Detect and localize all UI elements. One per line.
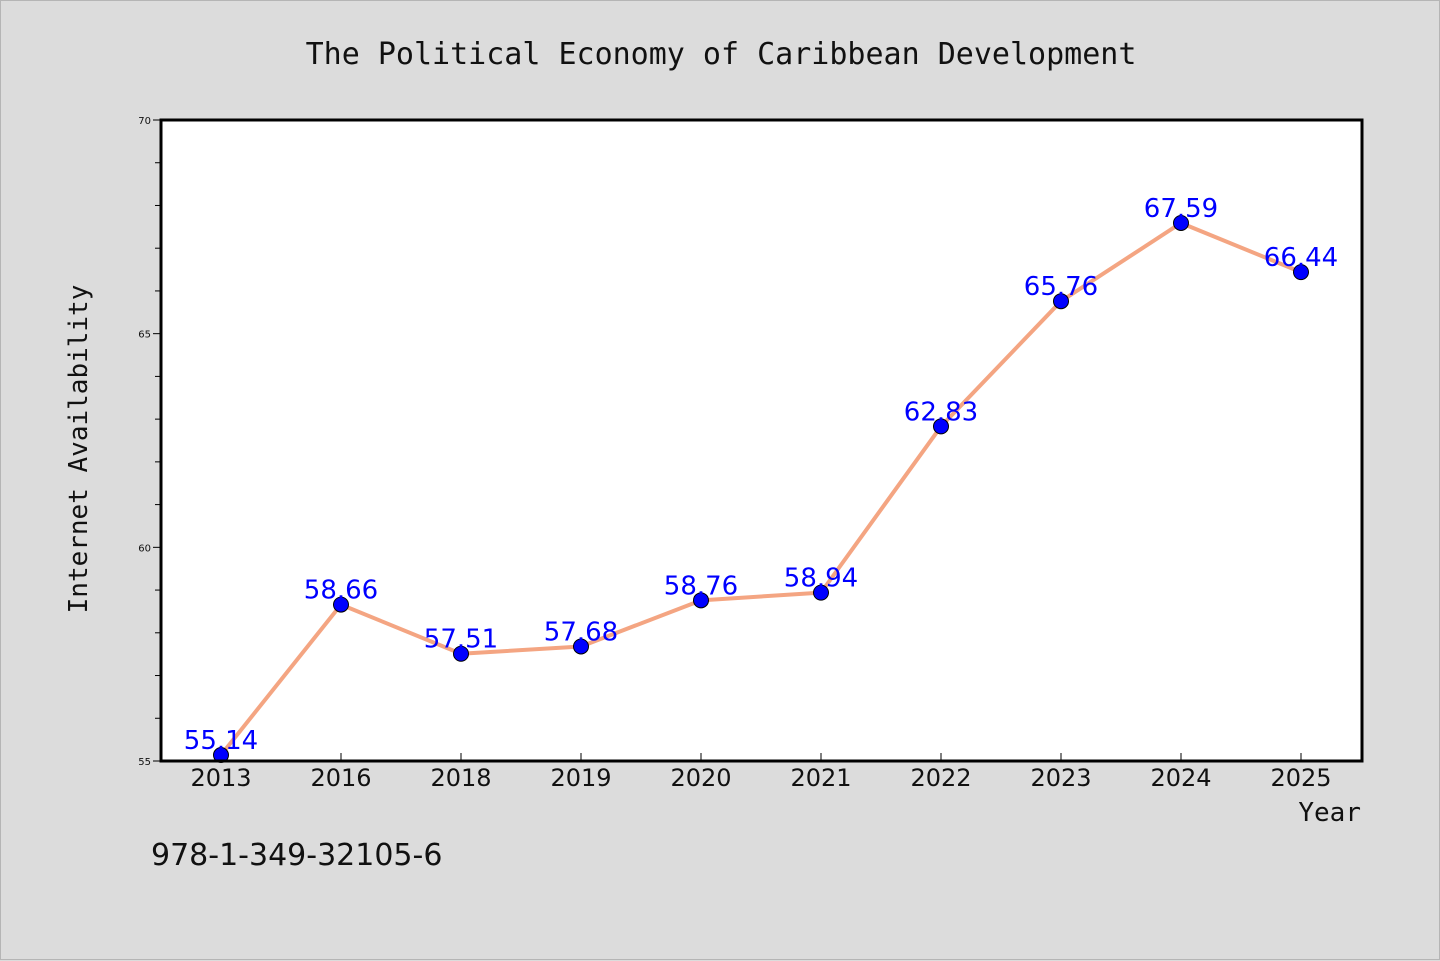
x-tick-label: 2013 bbox=[190, 764, 251, 792]
data-point bbox=[333, 596, 349, 613]
data-label: 58.94 bbox=[784, 564, 858, 594]
x-tick-label: 2020 bbox=[670, 764, 731, 792]
plot-frame bbox=[159, 118, 1364, 763]
data-label: 58.66 bbox=[304, 576, 378, 606]
data-point bbox=[693, 592, 709, 609]
y-axis: 55 60 65 70 bbox=[138, 116, 161, 768]
x-tick-label: 2025 bbox=[1270, 764, 1331, 792]
plot-area bbox=[161, 120, 1362, 761]
data-point bbox=[1293, 264, 1309, 281]
x-tick-label: 2024 bbox=[1150, 764, 1211, 792]
data-label: 58.76 bbox=[664, 571, 738, 601]
x-tick-label: 2022 bbox=[910, 764, 971, 792]
data-label: 55.14 bbox=[184, 726, 258, 756]
data-point bbox=[453, 645, 469, 662]
isbn-text: 978-1-349-32105-6 bbox=[151, 838, 442, 873]
data-point bbox=[933, 418, 949, 435]
data-label: 62.83 bbox=[904, 397, 978, 427]
x-tick-label: 2023 bbox=[1030, 764, 1091, 792]
data-label: 65.76 bbox=[1024, 272, 1098, 302]
data-points bbox=[213, 214, 1309, 764]
data-point bbox=[1173, 214, 1189, 231]
series-line bbox=[219, 220, 1303, 758]
data-label: 57.51 bbox=[424, 625, 498, 655]
y-axis-label: Internet Availability bbox=[64, 285, 94, 614]
x-axis-label: Year bbox=[1298, 798, 1361, 828]
x-tick-label: 2018 bbox=[430, 764, 491, 792]
y-tick-label: 55 bbox=[138, 757, 151, 768]
data-label: 57.68 bbox=[544, 617, 618, 647]
x-tick-label: 2021 bbox=[790, 764, 851, 792]
data-point bbox=[573, 638, 589, 655]
data-labels: 55.14 58.66 57.51 57.68 58.76 58.94 62.83 65.76… bbox=[184, 194, 1338, 756]
data-label: 67.59 bbox=[1144, 194, 1218, 224]
x-axis: 2013 2016 2018 2019 2020 2021 2022 2023 2024 2025 bbox=[190, 753, 1332, 792]
data-point bbox=[213, 747, 229, 764]
y-tick-label: 60 bbox=[138, 543, 151, 554]
y-tick-label: 65 bbox=[138, 330, 151, 341]
chart-title: The Political Economy of Caribbean Devel… bbox=[306, 37, 1137, 72]
x-tick-label: 2016 bbox=[310, 764, 371, 792]
y-tick-label: 70 bbox=[138, 116, 151, 127]
data-point bbox=[1053, 293, 1069, 310]
x-tick-label: 2019 bbox=[550, 764, 611, 792]
data-point bbox=[813, 584, 829, 601]
data-label: 66.44 bbox=[1264, 243, 1338, 273]
